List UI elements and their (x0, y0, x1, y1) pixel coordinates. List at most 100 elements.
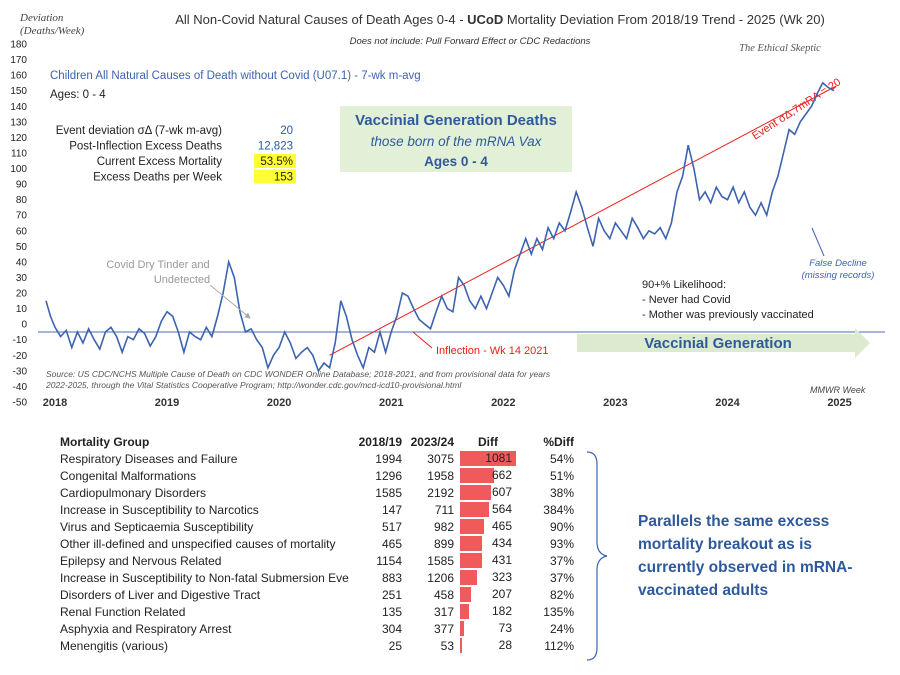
table-row: Congenital Malformations 1296 1958 662 51% (58, 467, 578, 484)
row-group: Asphyxia and Respiratory Arrest (60, 621, 232, 636)
mortality-group-table: Mortality Group 2018/19 2023/24 Diff %Di… (58, 434, 578, 654)
y-tick-label: 40 (16, 257, 28, 268)
dry-tinder-line-2: Undetected (154, 274, 210, 286)
diff-bar (460, 553, 483, 568)
source-line-1: Source: US CDC/NCHS Multiple Cause of De… (46, 369, 551, 379)
chart-title: All Non-Covid Natural Causes of Death Ag… (175, 12, 825, 27)
row-group: Menengitis (various) (60, 638, 169, 653)
row-diff: 323 (458, 569, 518, 586)
vax-box-ages: Ages 0 - 4 (424, 154, 488, 169)
row-pct-diff: 112% (544, 638, 574, 653)
series-legend: Children All Natural Causes of Death wit… (50, 70, 421, 82)
row-diff: 207 (458, 586, 518, 603)
row-diff: 607 (458, 484, 518, 501)
row-2023-24: 1958 (427, 468, 454, 483)
diff-value: 207 (491, 587, 512, 601)
y-tick-label: 80 (16, 195, 28, 206)
inflection-label: Inflection - Wk 14 2021 (436, 345, 549, 357)
row-2023-24: 1206 (427, 570, 454, 585)
stat-label: Post-Inflection Excess Deaths (69, 141, 222, 153)
diff-value: 662 (491, 468, 512, 482)
y-tick-label: 0 (21, 320, 27, 331)
year-label: 2018 (43, 397, 67, 409)
row-diff: 1081 (458, 450, 518, 467)
y-unit-label-2: (Deaths/Week) (20, 25, 85, 37)
y-tick-label: 60 (16, 226, 28, 237)
chart-subtitle: Does not include: Pull Forward Effect or… (350, 36, 591, 47)
diff-value: 182 (491, 604, 512, 618)
row-2018-19: 1296 (375, 468, 402, 483)
row-pct-diff: 37% (549, 553, 574, 568)
col-pct-diff: %Diff (543, 435, 574, 449)
row-group: Respiratory Diseases and Failure (60, 451, 238, 466)
mortality-deviation-chart: Deviation (Deaths/Week) All Non-Covid Na… (10, 12, 885, 409)
y-tick-label: 160 (10, 71, 27, 82)
vaccinial-generation-label: Vaccinial Generation (644, 335, 792, 352)
row-2023-24: 711 (434, 502, 454, 517)
row-pct-diff: 93% (549, 536, 574, 551)
row-2023-24: 2192 (427, 485, 454, 500)
stats-block: Event deviation σΔ (7-wk m-avg) 20 Post-In… (56, 125, 296, 184)
diff-value: 28 (498, 638, 512, 652)
table-row: Other ill-defined and unspecified causes… (58, 535, 578, 552)
row-group: Epilepsy and Nervous Related (60, 553, 222, 568)
stat-value: 153 (274, 172, 293, 184)
event-sigma-label: Event σΔ,7mRA = 20 (750, 76, 843, 142)
row-pct-diff: 24% (549, 621, 574, 636)
row-group: Other ill-defined and unspecified causes… (60, 536, 336, 551)
y-tick-label: -10 (13, 335, 28, 346)
y-tick-label: 170 (10, 55, 27, 66)
diff-value: 323 (491, 570, 512, 584)
row-diff: 73 (458, 620, 518, 637)
stat-label: Event deviation σΔ (7-wk m-avg) (56, 125, 222, 137)
y-tick-label: 10 (16, 304, 28, 315)
inflection-pointer (412, 331, 433, 349)
row-2023-24: 3075 (427, 451, 454, 466)
table-header-row: Mortality Group 2018/19 2023/24 Diff %Di… (58, 434, 578, 450)
diff-bar (460, 638, 462, 653)
source-line-2: 2022-2025, through the Vital Statistics … (45, 380, 462, 390)
group-brace (586, 451, 608, 661)
y-tick-label: 130 (10, 117, 27, 128)
row-2018-19: 883 (381, 570, 402, 585)
row-diff: 662 (458, 467, 518, 484)
stat-highlight (254, 169, 296, 184)
row-2018-19: 25 (388, 638, 402, 653)
diff-bar (460, 519, 485, 534)
vax-box (340, 106, 572, 172)
row-group: Congenital Malformations (60, 468, 197, 483)
table-row: Disorders of Liver and Digestive Tract 25… (58, 586, 578, 603)
title-suffix: Mortality Deviation From 2018/19 Trend -… (503, 12, 825, 27)
stat-label: Current Excess Mortality (97, 156, 223, 168)
table-row: Asphyxia and Respiratory Arrest 304 377 73 2… (58, 620, 578, 637)
stat-label: Excess Deaths per Week (93, 172, 222, 184)
diff-value: 1081 (485, 451, 512, 465)
table-row: Cardiopulmonary Disorders 1585 2192 607 38% (58, 484, 578, 501)
y-tick-label: 90 (16, 180, 28, 191)
row-2018-19: 517 (381, 519, 402, 534)
x-axis: 2018 2019 2020 2021 2022 2023 2024 2025 (43, 397, 852, 409)
year-label: 2021 (379, 397, 403, 409)
stat-value: 12,823 (258, 141, 293, 153)
table-row: Renal Function Related 135 317 182 135% (58, 603, 578, 620)
col-2023-24: 2023/24 (410, 435, 454, 449)
year-label: 2020 (267, 397, 291, 409)
row-diff: 28 (458, 637, 518, 654)
row-2023-24: 53 (440, 638, 454, 653)
row-pct-diff: 82% (549, 587, 574, 602)
likelihood-line-3: - Mother was previously vaccinated (642, 309, 814, 321)
row-2023-24: 377 (433, 621, 454, 636)
ages-label: Ages: 0 - 4 (50, 89, 106, 101)
diff-bar (460, 587, 471, 602)
row-pct-diff: 90% (549, 519, 574, 534)
table-row: Virus and Septicaemia Susceptibility 517 9… (58, 518, 578, 535)
row-pct-diff: 135% (543, 604, 574, 619)
table-row: Increase in Susceptibility to Non-fatal … (58, 569, 578, 586)
dry-tinder-arrow (209, 284, 251, 319)
title-bold: UCoD (467, 12, 503, 27)
y-tick-label: 70 (16, 211, 28, 222)
stat-value: 53.5% (260, 156, 293, 168)
table-row: Increase in Susceptibility to Narcotics 1… (58, 501, 578, 518)
row-pct-diff: 37% (549, 570, 574, 585)
row-2018-19: 135 (381, 604, 402, 619)
